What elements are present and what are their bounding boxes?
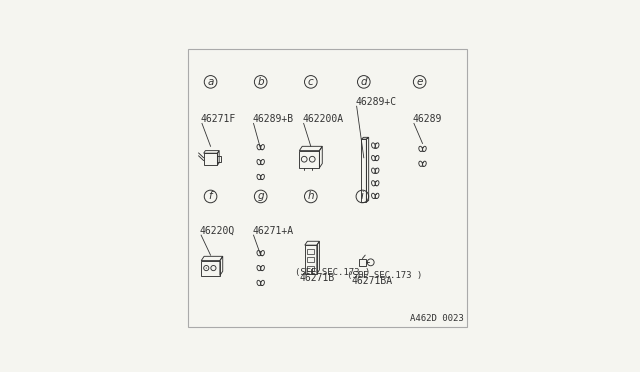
Text: 46220Q: 46220Q <box>200 226 235 236</box>
Bar <box>307 257 314 262</box>
Text: 46289+C: 46289+C <box>355 97 396 107</box>
Text: i: i <box>361 192 364 202</box>
Text: a: a <box>207 77 214 87</box>
Bar <box>218 156 221 162</box>
Text: 46271F: 46271F <box>200 114 236 124</box>
Text: g: g <box>257 192 264 202</box>
Bar <box>359 259 365 266</box>
Bar <box>307 248 314 254</box>
Bar <box>307 266 314 271</box>
Circle shape <box>205 267 207 269</box>
Text: 46271B: 46271B <box>300 273 335 283</box>
Text: 46271BA: 46271BA <box>351 276 392 286</box>
Bar <box>300 151 319 168</box>
Bar <box>305 245 317 274</box>
Text: c: c <box>308 77 314 87</box>
Text: d: d <box>360 77 367 87</box>
Text: e: e <box>417 77 423 87</box>
Bar <box>361 139 366 202</box>
Text: f: f <box>209 192 212 202</box>
Bar <box>201 261 220 276</box>
Text: h: h <box>307 192 314 202</box>
Bar <box>204 153 218 165</box>
Text: 46271+A: 46271+A <box>252 226 293 236</box>
Text: 462200A: 462200A <box>302 114 343 124</box>
Text: 46289+B: 46289+B <box>252 114 293 124</box>
FancyBboxPatch shape <box>188 49 467 327</box>
Text: (SEE SEC.173 ): (SEE SEC.173 ) <box>295 268 371 277</box>
Text: 46289: 46289 <box>413 114 442 124</box>
Text: b: b <box>257 77 264 87</box>
Text: (SEE SEC.173 ): (SEE SEC.173 ) <box>347 271 422 280</box>
Text: A462D 0023: A462D 0023 <box>410 314 464 323</box>
